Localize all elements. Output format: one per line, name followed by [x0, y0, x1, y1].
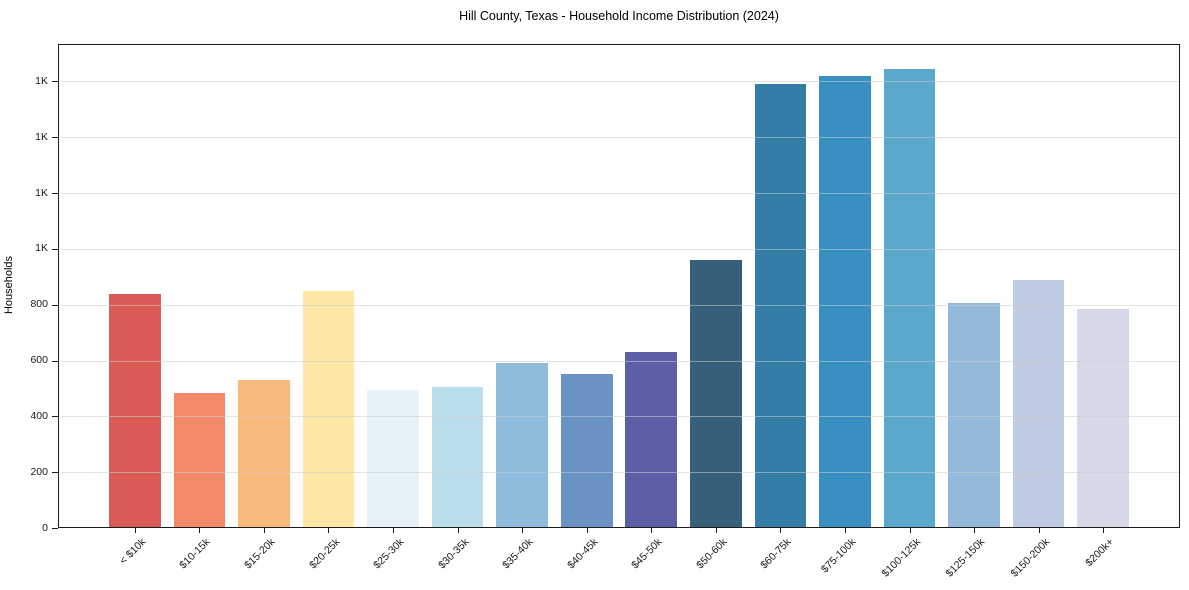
x-tick-label: $25-30k: [371, 536, 407, 572]
gridline-200: [58, 472, 1180, 474]
y-tick-mark: [52, 137, 58, 139]
gridline-600: [58, 360, 1180, 362]
x-tick-mark: [263, 528, 265, 533]
x-tick-mark: [715, 528, 717, 533]
y-tick-label: 400: [30, 409, 48, 422]
bar-$30-35k: [431, 387, 484, 528]
bar-$150-200k: [1012, 279, 1065, 528]
gridline-1400: [58, 137, 1180, 139]
x-tick-mark: [586, 528, 588, 533]
x-tick-mark: [457, 528, 459, 533]
y-tick-mark: [52, 193, 58, 195]
bar-$125-150k: [948, 303, 1000, 528]
gridline-1200: [58, 193, 1180, 195]
plot-area: [58, 44, 1180, 528]
x-tick-mark: [522, 528, 524, 533]
gridline-1600: [58, 81, 1180, 83]
y-tick-mark: [52, 472, 58, 474]
bar-$60-75k: [754, 84, 807, 528]
bar-$15-20k: [238, 380, 290, 528]
x-tick-mark: [393, 528, 395, 533]
x-tick-label: $30-35k: [435, 536, 472, 572]
chart-title: Hill County, Texas - Household Income Di…: [459, 9, 779, 23]
y-tick-label: 1K: [35, 130, 48, 143]
x-tick-label: $45-50k: [629, 536, 665, 572]
y-tick-label: 1K: [35, 242, 48, 255]
x-tick-mark: [199, 528, 201, 533]
y-tick-mark: [52, 528, 58, 529]
x-tick-label: $40-45k: [564, 536, 601, 572]
bar-$25-30k: [367, 389, 419, 528]
x-tick-mark: [651, 528, 653, 533]
x-tick-label: < $10k: [117, 536, 149, 567]
x-tick-mark: [844, 528, 846, 533]
x-tick-label: $50-60k: [694, 536, 730, 572]
x-tick-label: $10-15k: [177, 536, 213, 572]
x-tick-mark: [1038, 528, 1040, 533]
y-axis-label: Households: [3, 255, 15, 315]
y-tick-mark: [52, 248, 58, 250]
bar-$10-15k: [173, 392, 226, 528]
y-tick-label: 0: [42, 521, 48, 534]
bar-< $10k: [109, 293, 161, 528]
y-tick-label: 1K: [35, 186, 48, 199]
bar-$200k+: [1077, 308, 1129, 528]
bar-$50-60k: [690, 260, 742, 528]
y-tick-mark: [52, 81, 58, 83]
x-tick-mark: [134, 528, 136, 533]
x-tick-label: $75-100k: [818, 536, 859, 576]
x-tick-mark: [909, 528, 911, 533]
y-tick-label: 600: [30, 354, 48, 367]
x-tick-mark: [780, 528, 782, 533]
bar-$40-45k: [560, 374, 613, 528]
x-tick-label: $150-200k: [1008, 536, 1053, 580]
x-tick-label: $35-40k: [500, 536, 536, 572]
x-tick-label: $200k+: [1083, 536, 1117, 570]
gridline-800: [58, 304, 1180, 306]
x-tick-label: $100-125k: [879, 536, 924, 580]
x-tick-mark: [974, 528, 976, 533]
y-tick-mark: [52, 360, 58, 362]
x-tick-label: $15-20k: [242, 536, 278, 572]
x-tick-label: $20-25k: [306, 536, 342, 572]
bar-$20-25k: [302, 290, 355, 528]
gridline-1000: [58, 248, 1180, 250]
x-tick-label: $60-75k: [758, 536, 794, 572]
y-tick-label: 800: [30, 298, 48, 311]
x-tick-mark: [328, 528, 330, 533]
x-tick-mark: [1103, 528, 1105, 533]
bar-$45-50k: [625, 352, 678, 528]
y-tick-mark: [52, 304, 58, 306]
bar-$75-100k: [819, 75, 871, 528]
bar-$35-40k: [496, 363, 548, 528]
y-tick-label: 1K: [35, 74, 48, 87]
x-tick-label: $125-150k: [943, 536, 988, 580]
y-tick-label: 200: [30, 465, 48, 478]
y-tick-mark: [52, 416, 58, 418]
bar-$100-125k: [883, 68, 936, 528]
gridline-400: [58, 416, 1180, 418]
